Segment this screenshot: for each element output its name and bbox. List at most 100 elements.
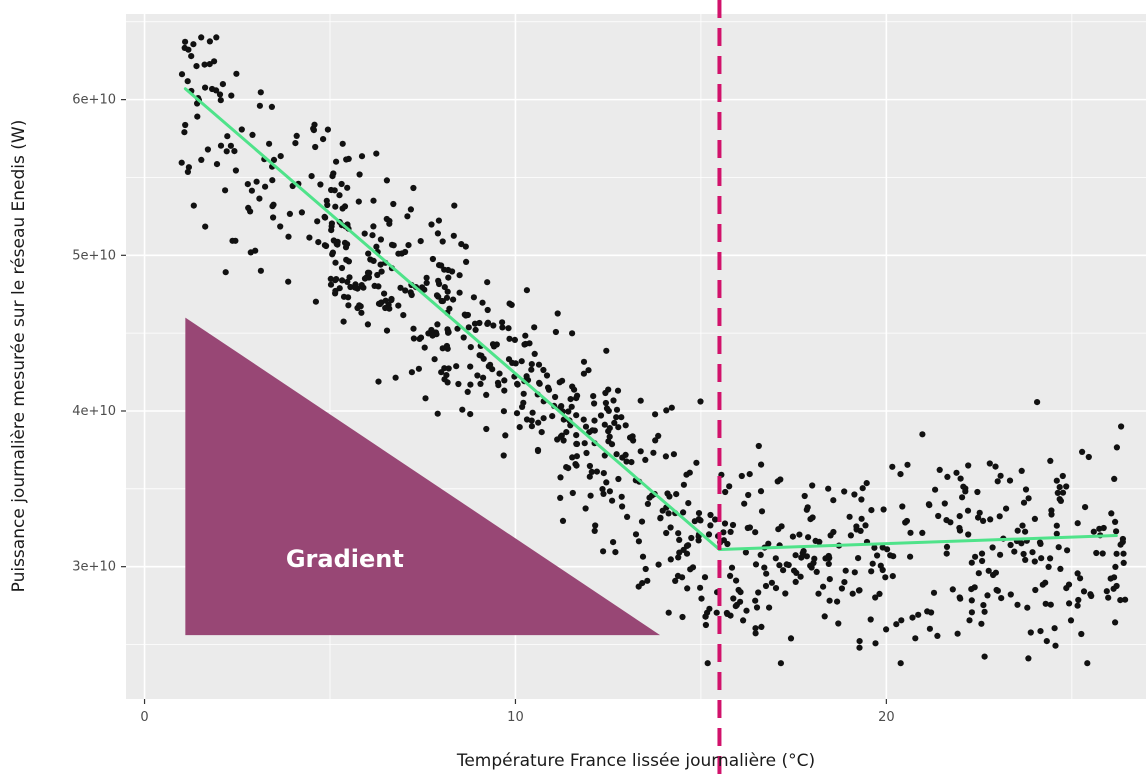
data-point bbox=[367, 256, 374, 263]
data-point bbox=[382, 297, 389, 304]
data-point bbox=[1014, 527, 1021, 534]
data-point bbox=[792, 552, 799, 559]
data-point bbox=[573, 462, 580, 469]
data-point bbox=[484, 319, 492, 326]
fit-segment bbox=[183, 87, 721, 552]
data-point bbox=[467, 381, 474, 388]
data-point bbox=[431, 356, 438, 363]
data-point bbox=[365, 250, 372, 257]
data-point bbox=[809, 514, 816, 521]
data-point bbox=[670, 451, 678, 458]
data-point bbox=[256, 195, 263, 202]
data-point bbox=[777, 660, 785, 667]
data-point bbox=[521, 341, 528, 348]
data-point bbox=[1047, 601, 1054, 608]
data-point bbox=[1112, 563, 1119, 571]
data-point bbox=[1100, 524, 1107, 532]
data-point bbox=[1051, 625, 1058, 632]
data-point bbox=[979, 557, 986, 565]
data-point bbox=[569, 383, 576, 390]
data-point bbox=[193, 63, 200, 70]
data-point bbox=[1045, 563, 1052, 571]
data-point bbox=[327, 281, 335, 288]
data-point bbox=[256, 102, 263, 109]
data-point bbox=[644, 577, 651, 584]
data-point bbox=[680, 509, 687, 516]
data-point bbox=[803, 506, 810, 513]
data-point bbox=[338, 264, 346, 272]
data-point bbox=[855, 587, 863, 594]
data-point bbox=[762, 582, 770, 590]
x-tick-label: 10 bbox=[507, 710, 524, 725]
data-point bbox=[889, 463, 896, 470]
data-point bbox=[552, 328, 560, 336]
data-point bbox=[438, 297, 445, 305]
data-point bbox=[968, 586, 975, 593]
data-point bbox=[320, 136, 327, 143]
data-point bbox=[188, 53, 195, 60]
data-point bbox=[701, 574, 709, 581]
data-point bbox=[499, 319, 506, 326]
data-point bbox=[743, 607, 750, 614]
data-point bbox=[605, 428, 612, 435]
data-point bbox=[247, 249, 254, 256]
data-point bbox=[702, 621, 710, 629]
data-point bbox=[211, 58, 218, 65]
data-point bbox=[581, 440, 588, 447]
data-point bbox=[776, 562, 783, 569]
data-point bbox=[1043, 638, 1050, 645]
data-point bbox=[638, 518, 646, 525]
x-axis-ticks: 0 10 20 bbox=[140, 699, 895, 725]
data-point bbox=[676, 549, 683, 556]
data-point bbox=[185, 46, 192, 53]
data-point bbox=[500, 408, 507, 415]
data-point bbox=[826, 597, 833, 604]
data-point bbox=[483, 391, 490, 398]
data-point bbox=[600, 548, 607, 555]
data-point bbox=[826, 576, 833, 583]
y-axis-ticks: 3e+10 4e+10 5e+10 6e+10 bbox=[72, 93, 126, 575]
data-point bbox=[713, 609, 720, 616]
data-point bbox=[1099, 550, 1106, 557]
data-point bbox=[559, 517, 567, 525]
data-point bbox=[433, 292, 441, 299]
data-point bbox=[1055, 544, 1062, 551]
data-point bbox=[968, 609, 976, 616]
data-point bbox=[459, 406, 466, 413]
data-point bbox=[856, 644, 863, 651]
data-point bbox=[1074, 520, 1081, 527]
data-point bbox=[277, 153, 284, 160]
data-point bbox=[449, 268, 456, 275]
data-point bbox=[1078, 630, 1085, 638]
data-point bbox=[943, 550, 950, 557]
data-point bbox=[1027, 629, 1034, 636]
data-point bbox=[821, 613, 828, 620]
data-point bbox=[597, 412, 605, 419]
data-point bbox=[727, 528, 734, 536]
data-point bbox=[704, 660, 711, 667]
data-point bbox=[531, 324, 538, 331]
data-point bbox=[613, 406, 621, 413]
data-point bbox=[758, 508, 766, 515]
data-point bbox=[1056, 496, 1063, 503]
data-point bbox=[453, 363, 460, 370]
data-point bbox=[664, 490, 671, 497]
data-point bbox=[981, 608, 988, 615]
data-point bbox=[642, 565, 649, 573]
data-point bbox=[441, 284, 448, 291]
data-point bbox=[879, 544, 886, 551]
data-point bbox=[1022, 556, 1029, 564]
data-point bbox=[198, 156, 205, 163]
data-point bbox=[887, 552, 894, 559]
data-point bbox=[943, 543, 951, 551]
data-point bbox=[1103, 588, 1110, 595]
data-point bbox=[444, 327, 452, 334]
data-point bbox=[849, 590, 856, 597]
data-point bbox=[975, 514, 982, 521]
data-point bbox=[624, 513, 631, 521]
data-point bbox=[583, 449, 590, 457]
data-point bbox=[924, 608, 931, 615]
data-point bbox=[429, 255, 436, 263]
data-point bbox=[637, 397, 644, 404]
data-point bbox=[858, 496, 865, 503]
